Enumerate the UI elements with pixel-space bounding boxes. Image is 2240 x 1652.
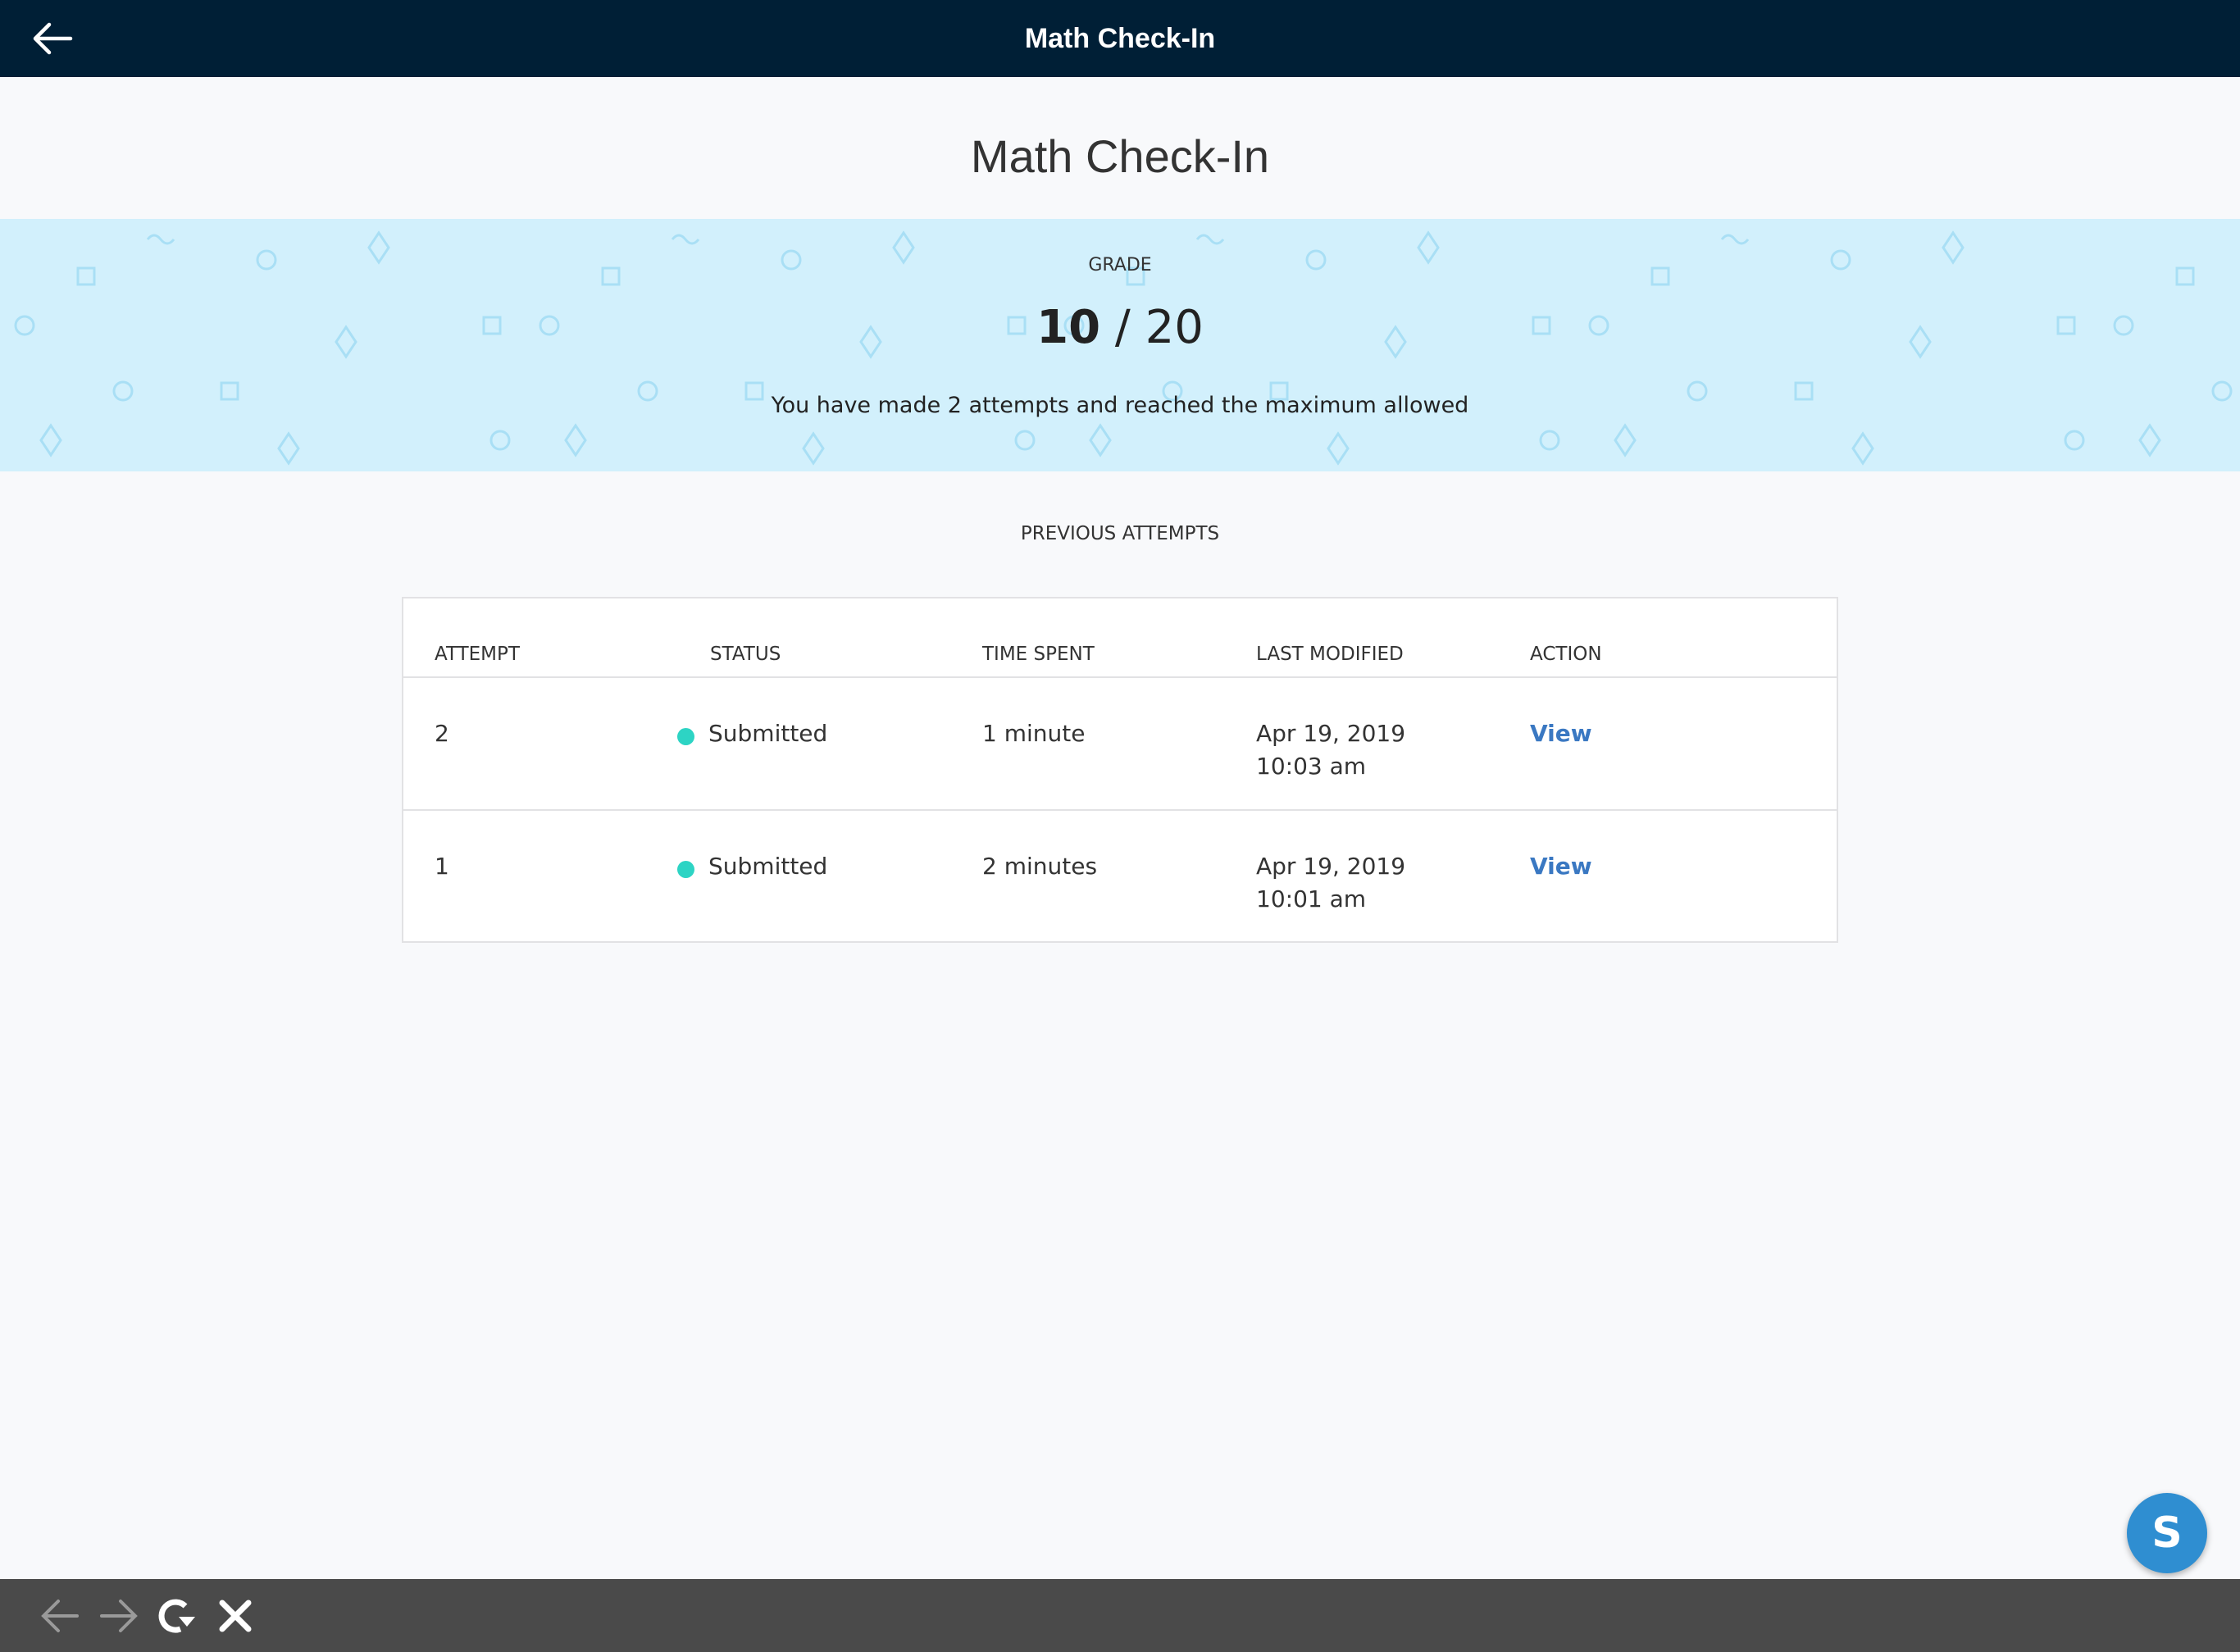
status-dot-icon <box>677 861 694 878</box>
grade-label: GRADE <box>1088 255 1152 275</box>
last-modified-time: 10:01 am <box>1256 885 1367 912</box>
status-dot-icon <box>677 728 694 745</box>
view-attempt-link[interactable]: View <box>1530 720 1592 747</box>
table-row: 1 Submitted 2 minutes Apr 19, 2019 10:01 … <box>403 809 1837 942</box>
table-header: ATTEMPT STATUS TIME SPENT LAST MODIFIED … <box>403 598 1837 676</box>
view-attempt-link[interactable]: View <box>1530 853 1592 880</box>
grade-value: 10 <box>1036 301 1101 354</box>
browser-toolbar <box>0 1579 2240 1652</box>
last-modified-time: 10:03 am <box>1256 753 1367 780</box>
table-row: 2 Submitted 1 minute Apr 19, 2019 10:03 a… <box>403 676 1837 809</box>
attempt-number: 2 <box>435 720 449 747</box>
column-header-last-modified: LAST MODIFIED <box>1256 644 1404 665</box>
grade-banner: GRADE 10 / 20 You have made 2 attempts a… <box>0 219 2240 471</box>
last-modified-date: Apr 19, 2019 <box>1256 853 1406 880</box>
column-header-time-spent: TIME SPENT <box>982 644 1095 665</box>
back-arrow-icon[interactable] <box>39 1595 80 1636</box>
previous-attempts-title: PREVIOUS ATTEMPTS <box>1020 523 1220 544</box>
column-header-action: ACTION <box>1530 644 1602 665</box>
last-modified: Apr 19, 2019 10:03 am <box>1256 717 1405 783</box>
attempts-message: You have made 2 attempts and reached the… <box>771 393 1469 418</box>
attempts-table: ATTEMPT STATUS TIME SPENT LAST MODIFIED … <box>402 597 1838 943</box>
attempt-number: 1 <box>435 853 449 880</box>
last-modified-date: Apr 19, 2019 <box>1256 720 1406 747</box>
back-arrow-icon[interactable] <box>28 18 77 59</box>
grade-total: 20 <box>1145 301 1204 354</box>
status-text: Submitted <box>708 853 828 880</box>
column-header-status: STATUS <box>710 644 781 665</box>
forward-arrow-icon[interactable] <box>98 1595 139 1636</box>
header-title: Math Check-In <box>1024 23 1216 54</box>
close-icon[interactable] <box>215 1595 256 1636</box>
last-modified: Apr 19, 2019 10:01 am <box>1256 850 1405 916</box>
page-title: Math Check-In <box>970 130 1270 182</box>
top-nav-bar: Math Check-In <box>0 0 2240 77</box>
user-avatar[interactable]: S <box>2127 1493 2207 1573</box>
time-spent: 2 minutes <box>982 853 1098 880</box>
column-header-attempt: ATTEMPT <box>435 644 520 665</box>
reload-icon[interactable] <box>156 1595 197 1636</box>
grade-score: 10 / 20 <box>0 301 2240 354</box>
status-text: Submitted <box>708 720 828 747</box>
banner-pattern <box>14 230 2233 466</box>
grade-separator: / <box>1114 301 1131 354</box>
time-spent: 1 minute <box>982 720 1086 747</box>
